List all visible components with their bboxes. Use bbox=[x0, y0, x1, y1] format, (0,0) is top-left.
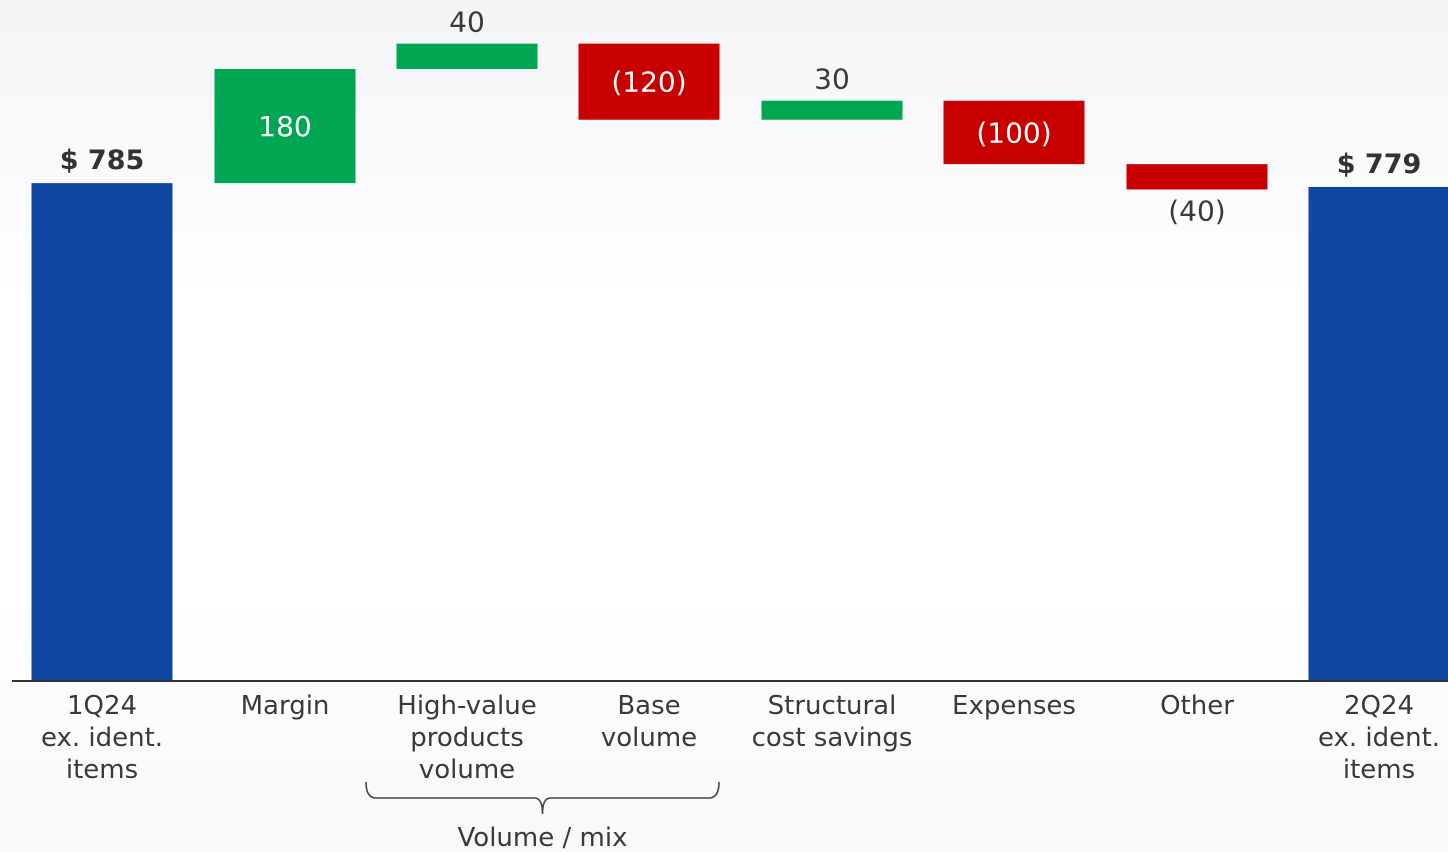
value-label-5: (100) bbox=[976, 116, 1051, 149]
value-label-1: 180 bbox=[258, 110, 311, 143]
value-label-4: 30 bbox=[814, 63, 850, 96]
category-label-0: 1Q24 ex. ident. items bbox=[41, 691, 163, 785]
value-label-3: (120) bbox=[611, 66, 686, 99]
bar-6 bbox=[1126, 164, 1268, 190]
bar-5 bbox=[943, 100, 1085, 165]
category-label-4-line-0: Structural bbox=[768, 691, 897, 721]
bars-layer bbox=[31, 43, 1448, 682]
category-label-5-line-0: Expenses bbox=[952, 691, 1076, 721]
volume-mix-brace bbox=[365, 781, 720, 815]
bar-0 bbox=[31, 183, 173, 681]
category-label-7-line-1: ex. ident. bbox=[1318, 723, 1440, 753]
category-label-3-line-1: volume bbox=[601, 723, 697, 753]
category-label-6-line-0: Other bbox=[1160, 691, 1234, 721]
volume-mix-label: Volume / mix bbox=[458, 823, 628, 852]
value-label-7: $ 779 bbox=[1337, 149, 1422, 180]
bar-2 bbox=[396, 43, 538, 69]
category-label-7: 2Q24 ex. ident. items bbox=[1318, 691, 1440, 785]
category-label-7-line-0: 2Q24 bbox=[1344, 691, 1414, 721]
value-label-2: 40 bbox=[449, 6, 485, 39]
category-label-2-line-0: High-value bbox=[397, 691, 536, 721]
category-label-0-line-0: 1Q24 bbox=[67, 691, 137, 721]
category-label-1: Margin bbox=[241, 691, 330, 721]
category-label-6: Other bbox=[1160, 691, 1234, 721]
bar-1 bbox=[214, 68, 356, 184]
bar-4 bbox=[761, 100, 903, 120]
category-label-3-line-0: Base bbox=[617, 691, 680, 721]
category-label-4: Structural cost savings bbox=[752, 691, 913, 753]
category-label-2-line-2: volume bbox=[419, 755, 515, 785]
category-label-2-line-1: products bbox=[410, 723, 524, 753]
category-label-0-line-2: items bbox=[66, 755, 138, 785]
category-label-7-line-2: items bbox=[1343, 755, 1415, 785]
bar-3 bbox=[578, 43, 720, 120]
category-label-5: Expenses bbox=[952, 691, 1076, 721]
category-label-0-line-1: ex. ident. bbox=[41, 723, 163, 753]
value-labels-layer: $ 785 180 40 (120) 30 (100) (40) $ 779 bbox=[60, 6, 1422, 228]
category-label-2: High-value products volume bbox=[397, 691, 536, 785]
bar-7 bbox=[1308, 186, 1448, 682]
category-label-4-line-1: cost savings bbox=[752, 723, 913, 753]
category-label-3: Base volume bbox=[601, 691, 697, 753]
value-label-0: $ 785 bbox=[60, 145, 145, 176]
value-label-6: (40) bbox=[1168, 194, 1225, 227]
category-label-1-line-0: Margin bbox=[241, 691, 330, 721]
